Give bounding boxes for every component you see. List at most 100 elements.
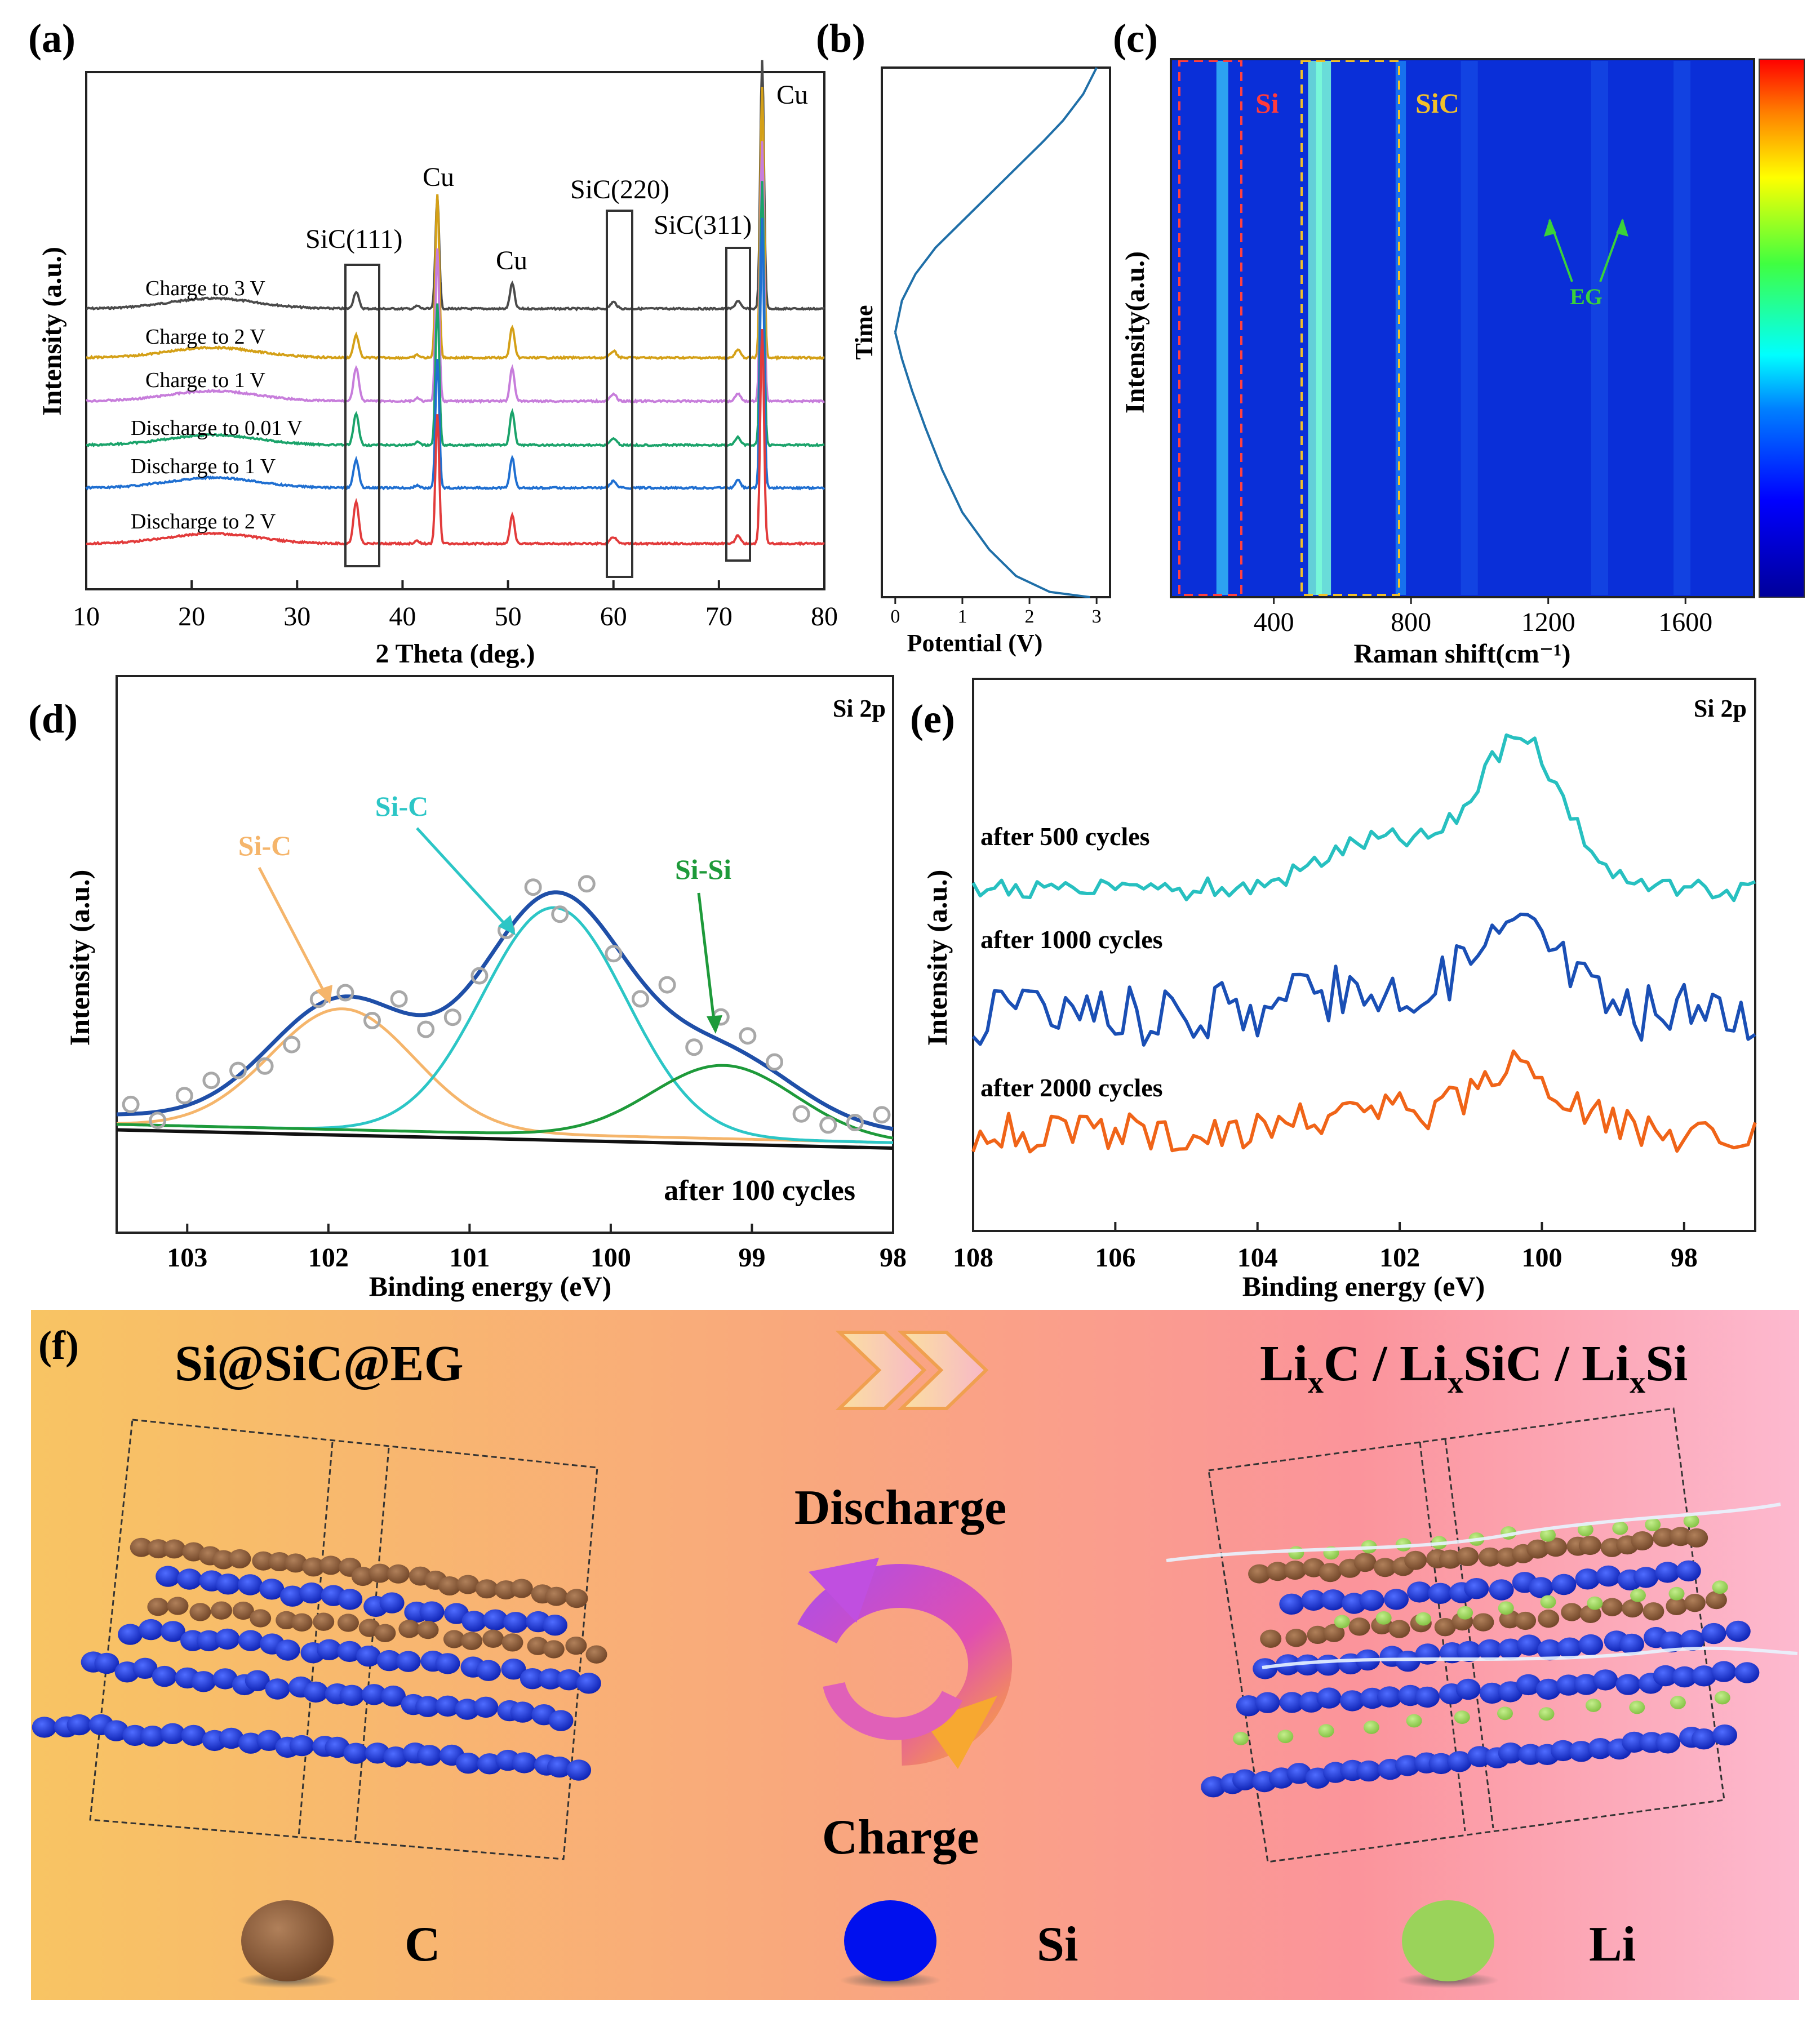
peak-label-sisi: Si-Si <box>675 854 731 885</box>
atom-si <box>1596 1565 1621 1587</box>
atom-si <box>289 1735 314 1757</box>
atom-si <box>245 1670 270 1691</box>
panel-a-xlabel: 2 Theta (deg.) <box>375 639 535 669</box>
xps-raw-point <box>256 1057 274 1075</box>
box-si <box>1178 60 1242 596</box>
atom-si <box>396 1651 421 1672</box>
raman-band-1590 <box>1673 61 1691 595</box>
atom-si <box>1680 1629 1705 1651</box>
atom-c <box>1544 1537 1568 1557</box>
atom-li <box>1612 1521 1628 1535</box>
atom-si <box>1447 1751 1472 1772</box>
peak-label-sic-2: Si-C <box>375 790 428 822</box>
legend-si: Si <box>840 1900 1078 1988</box>
panel-e-ylabel: Intensity (a.u.) <box>921 870 953 1046</box>
eg-arrowhead-left <box>1544 219 1556 237</box>
atom-si <box>1659 1631 1684 1653</box>
atom-si <box>256 1730 282 1751</box>
chevron-right-icon-1 <box>835 1331 927 1410</box>
atom-li <box>1415 1612 1432 1626</box>
atom-si <box>455 1699 480 1720</box>
series-label-1: Charge to 2 V <box>145 325 265 349</box>
atom-li <box>1277 1730 1294 1744</box>
series-label-5: Discharge to 2 V <box>131 510 276 534</box>
box-sic111 <box>344 264 380 567</box>
lightning-line-2 <box>1262 1646 1798 1669</box>
atom-si <box>152 1665 177 1687</box>
xtick-label-d-101: 101 <box>449 1243 490 1273</box>
atom-si <box>1464 1578 1489 1599</box>
atom-c <box>1284 1561 1307 1580</box>
atom-si <box>1286 1763 1312 1784</box>
xps-raw-point <box>390 990 408 1008</box>
atom-si <box>1691 1728 1716 1750</box>
atom-c <box>1578 1536 1601 1555</box>
panel-c-label: (c) <box>1113 16 1158 61</box>
atom-si <box>455 1753 481 1774</box>
atom-c <box>232 1601 254 1620</box>
right-title-part-1: Li <box>1260 1336 1308 1392</box>
atom-si <box>1377 1686 1402 1708</box>
atom-si <box>1407 1581 1432 1603</box>
atom-si <box>1359 1589 1384 1611</box>
panel-c-ticks: 400 800 1200 1600 <box>1254 597 1712 637</box>
heatmap-bands <box>1216 61 1691 595</box>
atom-li <box>1587 1596 1603 1610</box>
panel-f-label: (f) <box>38 1323 79 1368</box>
atom-si <box>1653 1665 1678 1687</box>
atom-si <box>1712 1724 1737 1746</box>
box-label-si: Si <box>1255 87 1279 119</box>
atom-c <box>1685 1528 1708 1548</box>
atom-si <box>1339 1690 1365 1712</box>
atom-si <box>303 1681 329 1703</box>
atom-si <box>160 1723 185 1744</box>
atom-c <box>1538 1610 1560 1628</box>
xrd-series-5 <box>86 329 825 546</box>
atom-li <box>1629 1700 1645 1714</box>
raman-band-970 <box>1461 61 1478 595</box>
atom-si <box>1498 1638 1523 1660</box>
raman-band-770 <box>1395 61 1406 595</box>
colorbar <box>1759 59 1805 598</box>
xps-raw-point <box>873 1106 891 1124</box>
atom-si <box>1236 1695 1261 1717</box>
atom-si <box>1574 1674 1599 1695</box>
series-label-2: Charge to 1 V <box>145 368 265 392</box>
xtick-label-e-100: 100 <box>1521 1243 1562 1273</box>
panel-a-series <box>85 60 825 546</box>
atom-si <box>122 1724 148 1746</box>
atom-c <box>1388 1620 1410 1638</box>
atom-c <box>338 1613 359 1632</box>
atom-si <box>1301 1589 1326 1611</box>
discharge-label: Discharge <box>794 1481 1006 1535</box>
atom-si <box>503 1612 529 1633</box>
xtick-label-d-100: 100 <box>591 1243 631 1273</box>
atom-li <box>1668 1586 1685 1601</box>
atom-c <box>1285 1629 1307 1647</box>
xtick-label-e-104: 104 <box>1237 1243 1278 1273</box>
atom-c <box>387 1564 410 1584</box>
panel-a-ticks: 10 20 30 40 50 60 70 80 <box>73 580 838 632</box>
atom-c <box>284 1553 307 1573</box>
annot-sic220: SiC(220) <box>570 175 669 205</box>
raman-band-545 <box>1316 61 1331 595</box>
atom-si <box>1725 1620 1751 1642</box>
lightning-line-1 <box>1166 1503 1781 1562</box>
atom-c <box>438 1576 461 1595</box>
atom-si <box>118 1624 143 1645</box>
atom-si <box>280 1585 305 1607</box>
xps-raw-point <box>819 1116 837 1134</box>
panel-e-xlabel: Binding energy (eV) <box>1242 1270 1485 1302</box>
atom-c <box>252 1551 275 1571</box>
atom-si <box>1528 1577 1553 1598</box>
atom-si <box>219 1727 244 1749</box>
xtick-label-d-98: 98 <box>880 1243 907 1273</box>
legend-li: Li <box>1397 1900 1636 1988</box>
xtick-label-a-30: 30 <box>283 602 310 632</box>
xtick-label-e-108: 108 <box>953 1243 993 1273</box>
atom-si <box>1479 1682 1504 1704</box>
atom-si <box>1477 1639 1503 1661</box>
xrd-series-1 <box>86 86 825 361</box>
atom-si <box>1428 1753 1454 1775</box>
atom-si <box>259 1579 285 1600</box>
